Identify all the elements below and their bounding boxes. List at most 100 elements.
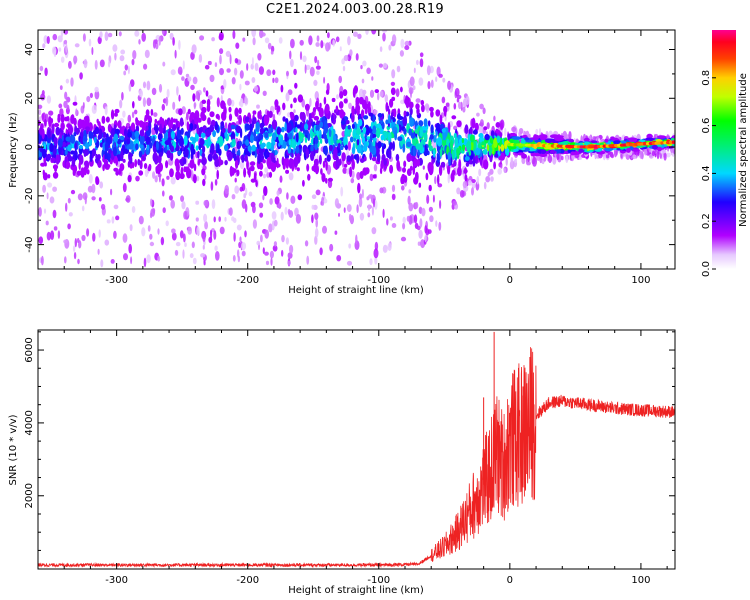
heatmap-cell — [164, 119, 168, 127]
heatmap-cell — [413, 176, 419, 185]
heatmap-cell — [259, 162, 264, 170]
heatmap-cell — [384, 94, 388, 103]
heatmap-cell — [408, 202, 414, 212]
heatmap-cell — [409, 117, 414, 127]
heatmap-cell — [305, 148, 309, 159]
heatmap-cell — [89, 153, 93, 163]
heatmap-cell — [63, 239, 68, 244]
heatmap-cell — [166, 88, 170, 98]
heatmap-cell — [355, 53, 359, 61]
heatmap-cell — [511, 126, 517, 132]
heatmap-cell — [441, 127, 446, 133]
heatmap-cell — [154, 175, 158, 183]
heatmap-cell — [453, 132, 457, 139]
heatmap-cell — [309, 66, 315, 77]
heatmap-cell — [376, 153, 381, 163]
heatmap-cell — [374, 89, 379, 94]
heatmap-cell — [276, 157, 279, 169]
heatmap-cell — [363, 127, 367, 133]
heatmap-cell — [316, 35, 320, 42]
heatmap-cell — [310, 144, 314, 152]
heatmap-cell — [65, 161, 71, 170]
heatmap-cell — [338, 75, 343, 84]
heatmap-cell — [81, 234, 86, 242]
heatmap-cell — [172, 118, 177, 123]
heatmap-cell — [556, 152, 560, 161]
heatmap-cell — [104, 150, 108, 162]
heatmap-cell — [281, 249, 284, 257]
snr-ytick-label: 4000 — [24, 410, 35, 435]
heatmap-cell — [315, 100, 319, 110]
heatmap-cell — [297, 194, 303, 201]
heatmap-cell — [389, 142, 393, 150]
heatmap-cell — [288, 158, 293, 169]
heatmap-cell — [286, 70, 289, 77]
heatmap-cell — [290, 38, 295, 49]
snr-series — [38, 331, 675, 569]
heatmap-cell — [268, 110, 273, 118]
heatmap-cell — [228, 106, 232, 113]
heatmap-cell — [246, 159, 249, 170]
heatmap-cell — [50, 230, 55, 240]
heatmap-cell — [294, 207, 299, 217]
heatmap-cell — [339, 145, 344, 151]
heatmap-cell — [423, 132, 428, 141]
heatmap-cell — [192, 76, 198, 85]
heatmap-cell — [215, 251, 220, 261]
heatmap-cell — [347, 125, 351, 130]
heatmap-cell — [207, 60, 212, 66]
heatmap-cell — [418, 182, 422, 188]
heatmap-cell — [175, 162, 180, 173]
heatmap-cell — [387, 242, 392, 251]
heatmap-cell — [389, 216, 393, 221]
heatmap-cell — [52, 33, 58, 41]
heatmap-cell — [487, 172, 491, 177]
colorbar-tick-label: 0.6 — [701, 118, 712, 134]
heatmap-cell — [251, 150, 256, 156]
heatmap-cell — [266, 172, 270, 178]
heatmap-cell — [113, 167, 119, 172]
heatmap-cell — [46, 231, 51, 241]
heatmap-cell — [206, 104, 211, 112]
heatmap-cell — [235, 125, 242, 134]
heatmap-cell — [104, 106, 108, 116]
heatmap-cell — [151, 87, 157, 96]
heatmap-cell — [129, 224, 133, 232]
heatmap-cell — [64, 116, 69, 122]
heatmap-cell — [248, 167, 251, 178]
heatmap-cell — [196, 226, 200, 236]
heatmap-cell — [203, 87, 206, 93]
heatmap-cell — [99, 31, 103, 39]
heatmap-cell — [91, 183, 96, 194]
heatmap-cell — [314, 56, 318, 64]
heatmap-cell — [61, 141, 67, 148]
heatmap-cell — [424, 103, 430, 111]
heatmap-cell — [427, 81, 431, 90]
heatmap-cell — [224, 160, 228, 166]
heatmap-cell — [272, 157, 276, 164]
heatmap-cell — [70, 150, 75, 155]
heatmap-cell — [376, 127, 381, 139]
heatmap-cell — [278, 142, 281, 147]
heatmap-cell — [231, 99, 235, 107]
heatmap-cell — [114, 108, 120, 114]
heatmap-cell — [336, 255, 342, 262]
heatmap-cell — [554, 136, 564, 142]
heatmap-cell — [419, 218, 423, 228]
heatmap-cell — [319, 138, 323, 144]
heatmap-cell — [281, 234, 285, 243]
heatmap-cell — [468, 150, 472, 156]
heatmap-cell — [207, 139, 212, 147]
snr-ylabel: SNR (10 * v/v) — [8, 414, 19, 485]
heatmap-cell — [91, 104, 97, 115]
heatmap-cell — [367, 204, 371, 212]
heatmap-cell — [172, 37, 175, 46]
heatmap-cell — [605, 154, 610, 159]
heatmap-cell — [382, 32, 386, 42]
heatmap-cell — [561, 155, 564, 161]
heatmap-cell — [43, 208, 47, 214]
heatmap-cell — [313, 79, 318, 86]
heatmap-cell — [300, 136, 303, 142]
heatmap-cell — [239, 70, 244, 79]
heatmap-cell — [294, 82, 298, 89]
